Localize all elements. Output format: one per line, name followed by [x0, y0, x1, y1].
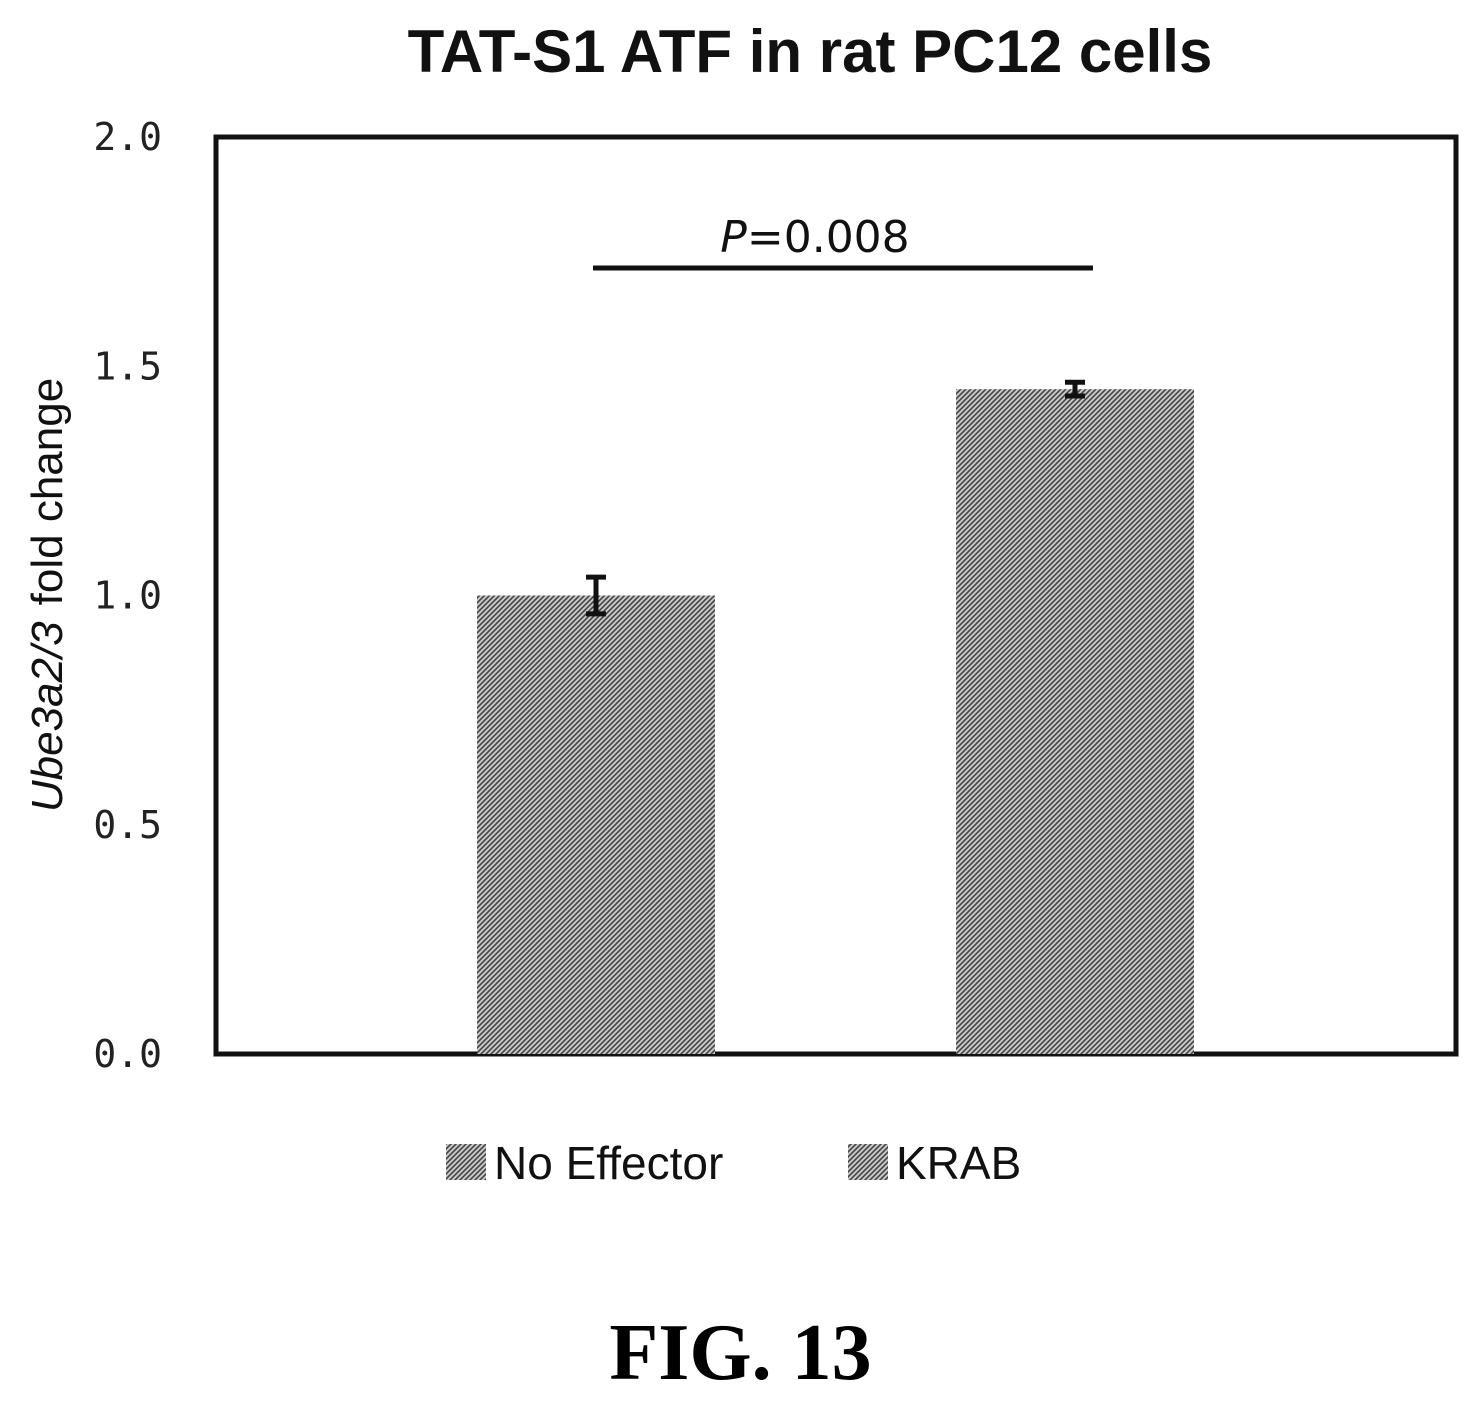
legend: No Effector KRAB — [446, 1137, 1021, 1189]
legend-swatch — [446, 1144, 486, 1180]
legend-label: KRAB — [896, 1137, 1021, 1189]
y-tick-label: 0.5 — [93, 803, 162, 847]
chart: TAT-S1 ATF in rat PC12 cells 0.0 0.5 1.0 1.… — [23, 18, 1459, 1189]
error-bar — [1065, 379, 1085, 399]
legend-swatch — [848, 1144, 888, 1180]
y-axis-label-suffix: fold change — [23, 378, 72, 606]
y-axis-ticks: 0.0 0.5 1.0 1.5 2.0 — [93, 115, 162, 1076]
y-axis-label: Ube3a2/3 fold change — [23, 378, 72, 812]
p-value-label: P=0.008 — [720, 212, 909, 263]
significance-annotation: P=0.008 — [593, 212, 1093, 271]
chart-title: TAT-S1 ATF in rat PC12 cells — [408, 18, 1213, 85]
figure-caption: FIG. 13 — [609, 1309, 872, 1397]
p-value-number: =0.008 — [747, 212, 910, 263]
bars-group — [477, 379, 1194, 1054]
plot-area-frame — [213, 134, 1459, 1057]
y-axis-label-gene: Ube3a2/3 — [23, 621, 72, 812]
bar-no-effector — [477, 595, 715, 1054]
y-tick-label: 2.0 — [93, 115, 162, 159]
y-tick-label: 0.0 — [93, 1032, 162, 1076]
bar-krab — [956, 389, 1194, 1054]
error-bar — [586, 574, 606, 617]
p-value-symbol: P — [720, 212, 747, 263]
y-tick-label: 1.5 — [93, 344, 162, 388]
y-tick-label: 1.0 — [93, 574, 162, 618]
legend-label: No Effector — [494, 1137, 723, 1189]
